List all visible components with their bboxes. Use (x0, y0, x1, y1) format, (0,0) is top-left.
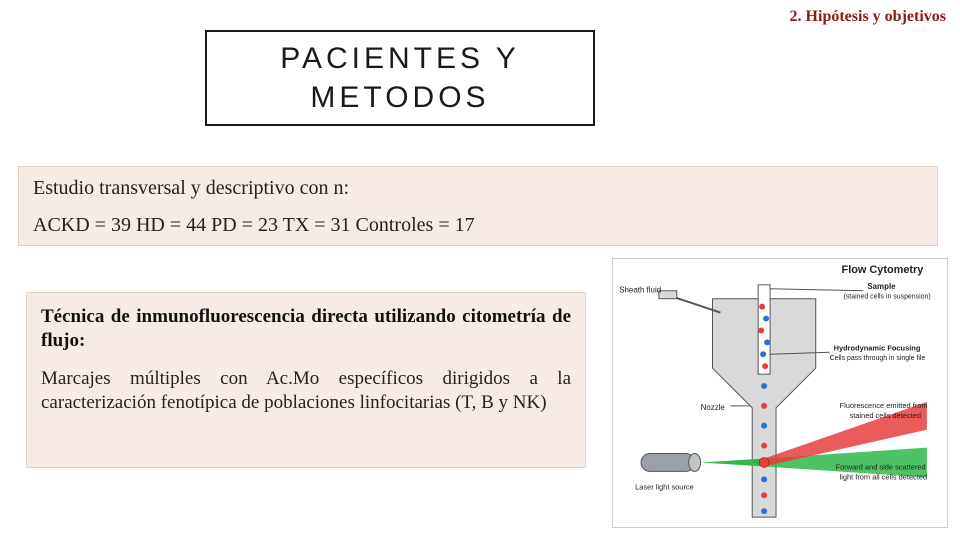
nozzle-label: Nozzle (701, 403, 726, 412)
sheath-inlet (659, 291, 721, 313)
interrogation-cell (759, 458, 769, 468)
scatter-label: Forward and side scattered (836, 462, 926, 471)
focusing-label: Hydrodynamic Focusing (834, 343, 921, 352)
technique-line-1: Técnica de inmunofluorescencia directa u… (41, 305, 571, 353)
title-box: PACIENTES Y METODOS (205, 30, 595, 126)
technique-box: Técnica de inmunofluorescencia directa u… (26, 292, 586, 468)
sample-sublabel: (stained cells in suspension) (844, 294, 931, 301)
diagram-title: Flow Cytometry (842, 264, 924, 276)
laser-source (641, 454, 701, 472)
flow-cytometry-diagram: Flow Cytometry Sheath fluid Sample (stai… (612, 258, 948, 528)
fluor-label: Fluorescence emitted from (840, 401, 928, 410)
fluor-sublabel: stained cells detected (849, 411, 921, 420)
technique-line-2: Marcajes múltiples con Ac.Mo específicos… (41, 367, 571, 416)
study-line-1: Estudio transversal y descriptivo con n: (33, 177, 923, 200)
title-text: PACIENTES Y METODOS (280, 39, 520, 117)
study-line-2: ACKD = 39 HD = 44 PD = 23 TX = 31 Contro… (33, 214, 923, 237)
title-line-1: PACIENTES Y (280, 42, 520, 75)
title-line-2: METODOS (310, 81, 489, 114)
section-header: 2. Hipótesis y objetivos (790, 8, 946, 26)
scatter-sublabel: light from all cells detected (840, 472, 928, 481)
laser-label: Laser light source (635, 482, 694, 491)
focusing-sublabel: Cells pass through in single file (830, 355, 926, 362)
sheath-label: Sheath fluid (619, 286, 661, 295)
sample-label: Sample (867, 282, 896, 291)
study-description-box: Estudio transversal y descriptivo con n:… (18, 166, 938, 246)
